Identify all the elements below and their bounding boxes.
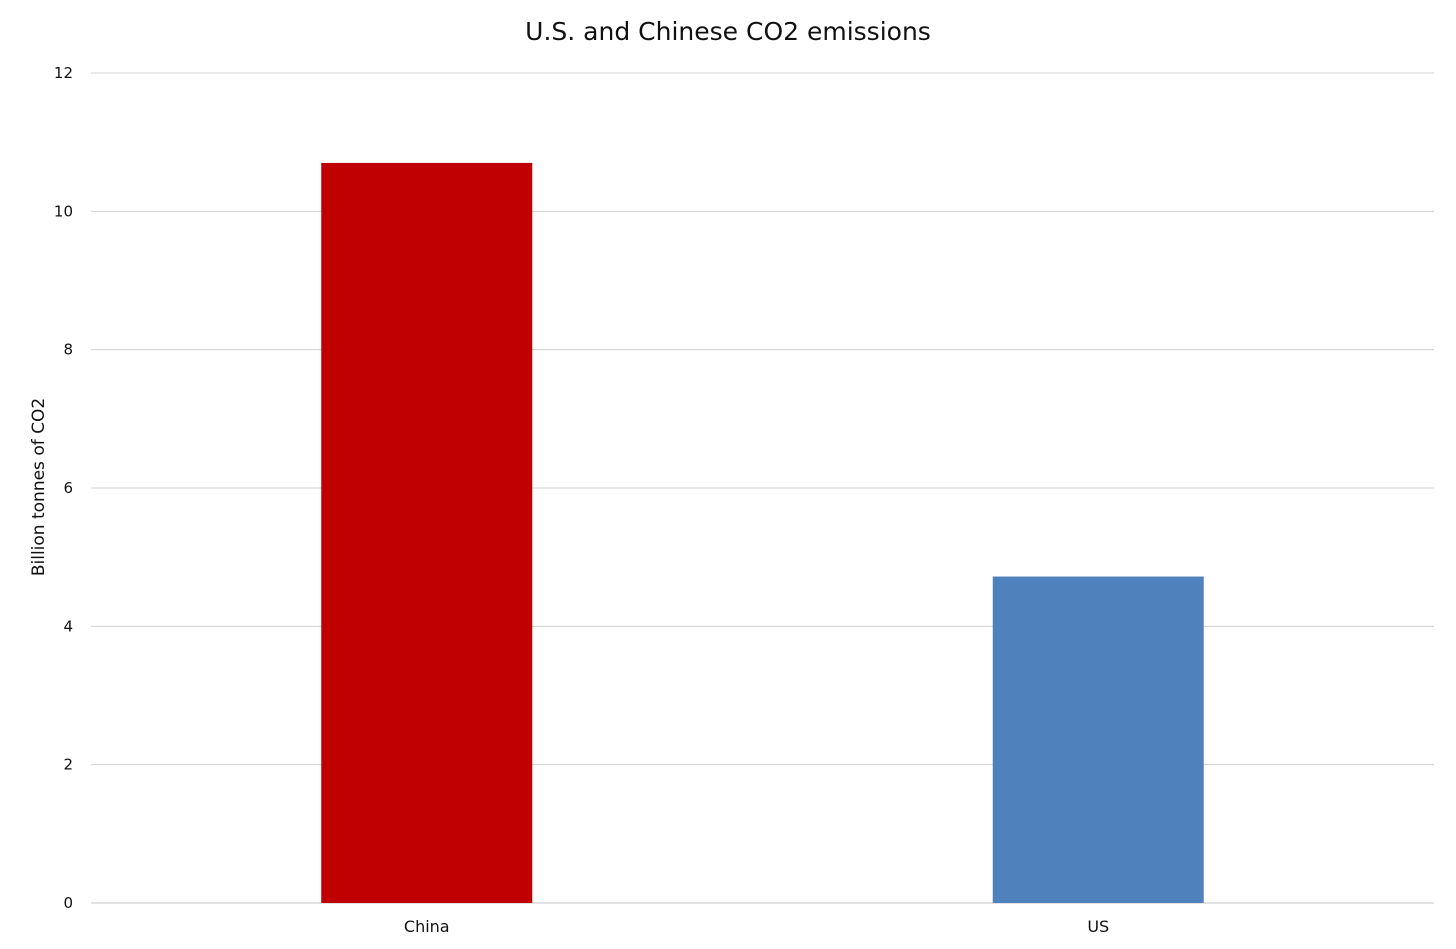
y-tick-label: 6 — [63, 479, 73, 497]
bar-china — [321, 162, 533, 903]
x-category-label: US — [1087, 917, 1109, 936]
y-tick-label: 4 — [63, 617, 73, 635]
y-tick-label: 0 — [63, 894, 73, 912]
y-tick-label: 12 — [54, 64, 73, 82]
x-category-label: China — [404, 917, 450, 936]
gridlines — [91, 72, 1434, 904]
y-tick-label: 8 — [63, 341, 73, 359]
y-tick-label: 10 — [54, 202, 73, 220]
y-tick-label: 2 — [63, 756, 73, 774]
bars — [321, 162, 1204, 903]
chart-title: U.S. and Chinese CO2 emissions — [525, 17, 931, 46]
y-axis-ticks: 0 2 4 6 8 10 12 — [54, 64, 73, 912]
bar-us — [992, 576, 1204, 903]
x-axis-categories: China US — [404, 917, 1109, 936]
y-axis-label: Billion tonnes of CO2 — [29, 398, 49, 576]
